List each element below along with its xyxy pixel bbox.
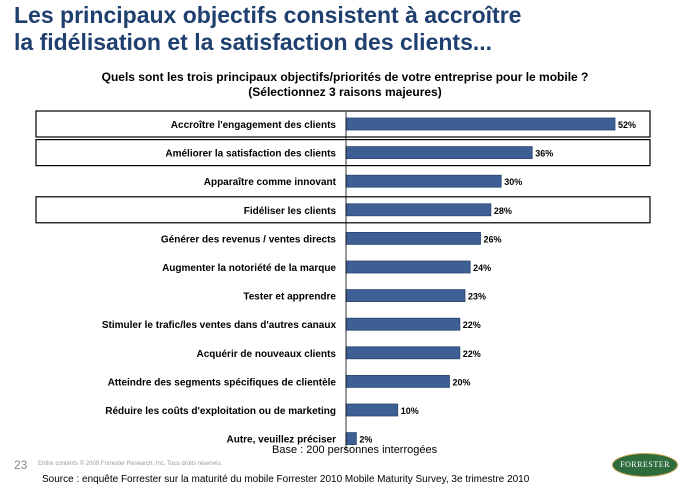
highlight-box: [35, 139, 651, 167]
survey-question: Quels sont les trois principaux objectif…: [0, 70, 690, 100]
bar: [345, 260, 471, 274]
question-line-1: Quels sont les trois principaux objectif…: [101, 70, 589, 84]
bar: [345, 346, 461, 360]
forrester-logo: FORRESTER: [612, 453, 678, 477]
bar: [345, 403, 399, 417]
category-label: Générer des revenus / ventes directs: [161, 234, 337, 245]
value-label: 24%: [473, 263, 491, 273]
bar: [345, 146, 533, 160]
bar: [345, 231, 481, 245]
headline-line-1: Les principaux objectifs consistent à ac…: [14, 2, 522, 28]
base-note: Base : 200 personnes interrogées: [272, 444, 438, 456]
headline-line-2: la fidélisation et la satisfaction des c…: [14, 29, 493, 55]
category-label: Autre, veuillez préciser: [227, 435, 337, 446]
bar: [345, 432, 357, 446]
value-label: 26%: [484, 234, 502, 244]
bar: [345, 289, 466, 303]
value-label: 20%: [452, 377, 470, 387]
value-label: 30%: [504, 177, 522, 187]
category-label: Atteindre des segments spécifiques de cl…: [108, 377, 337, 388]
category-label: Tester et apprendre: [243, 292, 336, 303]
value-label: 2%: [359, 435, 372, 445]
category-label: Augmenter la notoriété de la marque: [162, 263, 336, 274]
source-note: Source : enquête Forrester sur la maturi…: [42, 474, 530, 485]
category-label: Stimuler le trafic/les ventes dans d'aut…: [102, 320, 337, 331]
value-label: 22%: [463, 349, 481, 359]
value-label: 36%: [535, 149, 553, 159]
value-label: 22%: [463, 320, 481, 330]
page-number: 23: [14, 458, 28, 472]
category-label: Améliorer la satisfaction des clients: [165, 149, 336, 160]
bar: [345, 203, 492, 217]
category-label: Apparaître comme innovant: [204, 177, 337, 188]
highlight-box: [35, 196, 651, 224]
category-label: Réduire les coûts d'exploitation ou de m…: [105, 406, 336, 417]
highlight-box: [35, 110, 651, 138]
question-line-2: (Sélectionnez 3 raisons majeures): [248, 85, 442, 99]
value-label: 52%: [618, 120, 636, 130]
category-label: Fidéliser les clients: [244, 206, 337, 217]
category-label: Accroître l'engagement des clients: [171, 120, 337, 131]
category-label: Acquérir de nouveaux clients: [197, 349, 337, 360]
bar: [345, 374, 450, 388]
copyright-notice: Entire contents © 2009 Forrester Researc…: [38, 461, 223, 467]
value-label: 10%: [401, 406, 419, 416]
bar: [345, 117, 616, 131]
slide-headline: Les principaux objectifs consistent à ac…: [14, 2, 684, 56]
bar: [345, 317, 461, 331]
value-label: 28%: [494, 206, 512, 216]
value-label: 23%: [468, 292, 486, 302]
bar: [345, 174, 502, 188]
